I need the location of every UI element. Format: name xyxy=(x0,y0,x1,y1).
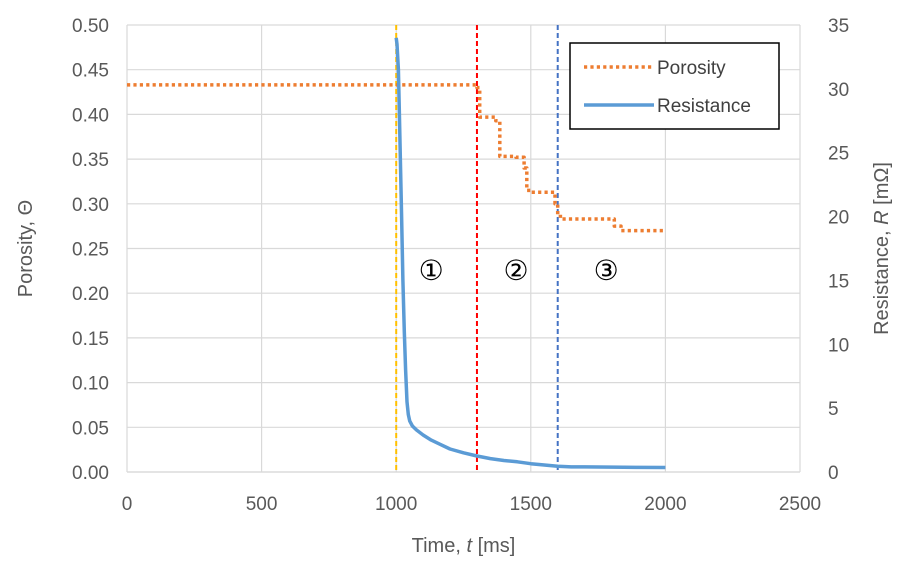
legend-label-porosity: Porosity xyxy=(657,58,726,79)
y-right-tick-label: 10 xyxy=(828,335,849,356)
legend-box xyxy=(569,42,780,130)
region-label: ② xyxy=(503,254,528,287)
y-right-tick-label: 20 xyxy=(828,208,849,229)
region-label: ③ xyxy=(594,254,619,287)
region-annotations: ① ② ③ xyxy=(419,254,619,287)
y-left-axis-title: Porosity, Θ xyxy=(15,200,37,297)
region-label: ① xyxy=(419,254,444,287)
series-group xyxy=(127,37,666,470)
y-right-tick-label: 5 xyxy=(828,399,839,420)
legend: Porosity Resistance xyxy=(569,42,780,130)
y-right-tick-label: 35 xyxy=(828,16,849,37)
x-tick-label: 1500 xyxy=(510,494,552,515)
vertical-markers xyxy=(395,25,559,472)
y-left-tick-label: 0.05 xyxy=(72,418,109,439)
x-tick-label: 0 xyxy=(122,494,133,515)
y-left-tick-label: 0.50 xyxy=(72,16,109,37)
y-left-tick-label: 0.45 xyxy=(72,61,109,82)
x-tick-label: 2000 xyxy=(644,494,686,515)
y-left-tick-label: 0.00 xyxy=(72,463,109,484)
y-right-tick-label: 30 xyxy=(828,80,849,101)
y-left-tick-label: 0.25 xyxy=(72,240,109,261)
y-right-axis-title: Resistance, R [mΩ] xyxy=(871,162,893,335)
y-left-tick-label: 0.35 xyxy=(72,150,109,171)
x-tick-label: 1000 xyxy=(375,494,417,515)
y-right-tick-label: 0 xyxy=(828,463,839,484)
y-left-tick-label: 0.20 xyxy=(72,284,109,305)
legend-label-resistance: Resistance xyxy=(657,96,751,117)
y-left-tick-label: 0.30 xyxy=(72,195,109,216)
y-right-tick-label: 15 xyxy=(828,271,849,292)
tick-labels: 0.00 0.05 0.10 0.15 0.20 0.25 0.30 0.35 0.40 0.45… xyxy=(72,16,849,515)
y-left-tick-label: 0.10 xyxy=(72,374,109,395)
x-tick-label: 500 xyxy=(246,494,278,515)
series-line-resistance xyxy=(394,37,666,470)
x-tick-label: 2500 xyxy=(779,494,821,515)
series-line-porosity xyxy=(127,83,666,233)
y-left-tick-label: 0.40 xyxy=(72,105,109,126)
y-right-tick-label: 25 xyxy=(828,144,849,165)
y-left-tick-label: 0.15 xyxy=(72,329,109,350)
x-axis-title: Time, t [ms] xyxy=(412,535,516,557)
